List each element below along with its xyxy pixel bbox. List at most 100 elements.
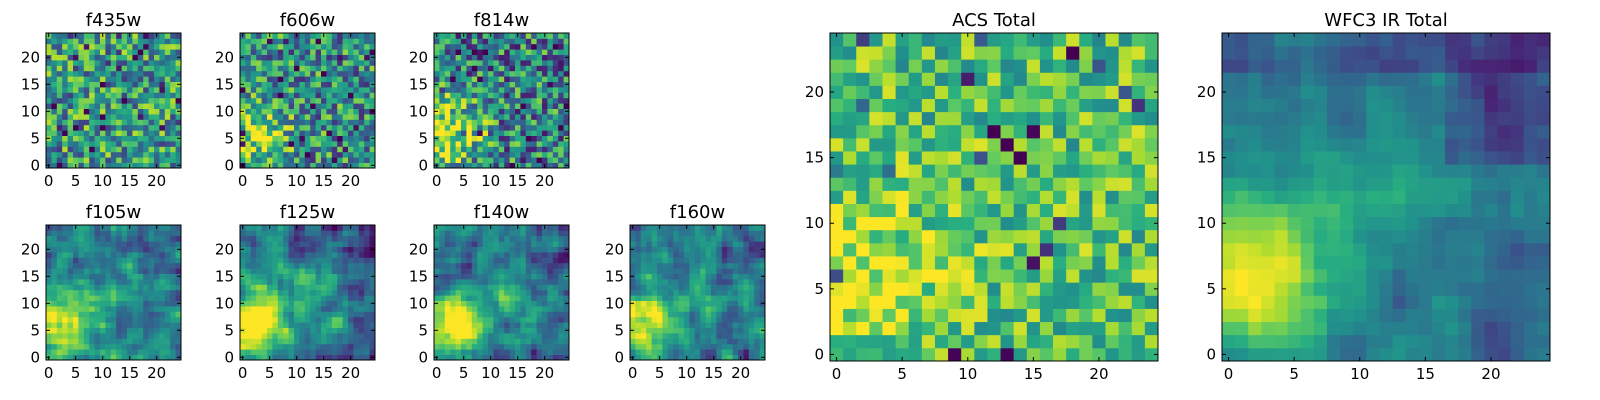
- heatmap-cell: [455, 230, 462, 237]
- heatmap-cell: [895, 308, 910, 323]
- heatmap-cell: [348, 279, 354, 285]
- heatmap-cell: [105, 343, 112, 350]
- heatmap-cell: [116, 316, 122, 323]
- heatmap-cell: [434, 235, 440, 242]
- heatmap-cell: [552, 322, 559, 328]
- heatmap-cell: [175, 130, 182, 136]
- heatmap-cell: [364, 241, 370, 247]
- heatmap-cell: [869, 321, 883, 336]
- heatmap-cell: [515, 76, 521, 82]
- heatmap-cell: [759, 322, 766, 328]
- heatmap-cell: [315, 354, 322, 361]
- y-tick-label: 5: [614, 321, 624, 339]
- heatmap-cell: [754, 230, 760, 237]
- heatmap-cell: [987, 203, 1001, 218]
- heatmap-cell: [272, 38, 279, 45]
- heatmap-cell: [869, 203, 883, 218]
- heatmap-cell: [62, 130, 68, 136]
- heatmap-cell: [716, 316, 723, 323]
- heatmap-cell: [450, 333, 456, 339]
- heatmap-cell: [56, 349, 63, 355]
- heatmap-cell: [705, 316, 712, 323]
- heatmap-cell: [105, 333, 112, 339]
- heatmap-cell: [754, 284, 760, 291]
- heatmap-cell: [164, 257, 171, 264]
- heatmap-cell: [455, 241, 462, 247]
- heatmap-cell: [869, 164, 883, 178]
- heatmap-cell: [542, 327, 548, 334]
- heatmap-cell: [83, 327, 90, 334]
- heatmap-cell: [51, 257, 58, 264]
- heatmap-cell: [245, 162, 252, 169]
- heatmap-cell: [315, 279, 322, 285]
- heatmap-cell: [482, 162, 489, 169]
- heatmap-cell: [56, 306, 63, 312]
- heatmap-cell: [175, 322, 182, 328]
- heatmap-cell: [294, 49, 300, 55]
- heatmap-cell: [520, 306, 527, 312]
- heatmap-cell: [908, 282, 923, 296]
- heatmap-cell: [154, 273, 160, 280]
- heatmap-cell: [288, 316, 295, 323]
- heatmap-cell: [294, 70, 300, 77]
- heatmap-cell: [127, 262, 133, 269]
- heatmap-cell: [67, 141, 74, 147]
- heatmap-cell: [154, 252, 160, 258]
- heatmap-cell: [520, 33, 527, 39]
- heatmap-cell: [525, 76, 532, 82]
- heatmap-cell: [288, 273, 295, 280]
- heatmap-cell: [67, 230, 74, 237]
- heatmap-cell: [455, 130, 462, 136]
- heatmap-cell: [961, 347, 975, 362]
- heatmap-cell: [547, 252, 554, 258]
- heatmap-cell: [536, 241, 543, 247]
- x-tick-label: 0: [238, 172, 248, 190]
- heatmap-cell: [657, 289, 663, 296]
- heatmap-cell: [504, 76, 510, 82]
- heatmap-cell: [94, 289, 101, 296]
- heatmap-cell: [348, 97, 354, 104]
- heatmap-cell: [563, 316, 570, 323]
- heatmap-cell: [56, 49, 63, 55]
- heatmap-cell: [646, 262, 652, 269]
- heatmap-cell: [493, 284, 500, 291]
- heatmap-cell: [364, 300, 370, 307]
- heatmap-cell: [455, 119, 462, 126]
- heatmap-cell: [321, 114, 327, 120]
- y-tick-label: 20: [215, 240, 234, 258]
- heatmap-cell: [310, 262, 316, 269]
- heatmap-cell: [547, 130, 554, 136]
- heatmap-cell: [261, 124, 268, 131]
- heatmap-cell: [272, 295, 279, 301]
- heatmap-cell: [547, 289, 554, 296]
- heatmap-cell: [488, 103, 494, 109]
- heatmap-cell: [100, 108, 106, 115]
- heatmap-cell: [83, 97, 90, 104]
- heatmap-cell: [148, 157, 155, 163]
- heatmap-cell: [444, 97, 451, 104]
- heatmap-cell: [315, 141, 322, 147]
- heatmap-cell: [143, 316, 149, 323]
- heatmap-cell: [127, 257, 133, 264]
- heatmap-cell: [358, 349, 365, 355]
- heatmap-cell: [558, 70, 564, 77]
- heatmap-cell: [353, 284, 360, 291]
- heatmap-cell: [294, 235, 300, 242]
- heatmap-cell: [673, 343, 679, 350]
- heatmap-cell: [105, 87, 112, 93]
- heatmap-cell: [56, 246, 63, 253]
- heatmap-cell: [170, 311, 176, 318]
- heatmap-cell: [83, 295, 90, 301]
- heatmap-cell: [466, 311, 473, 318]
- heatmap-cell: [132, 54, 139, 61]
- heatmap-cell: [830, 269, 844, 283]
- heatmap-cell: [651, 284, 658, 291]
- heatmap-cell: [267, 252, 273, 258]
- heatmap-cell: [694, 338, 701, 345]
- heatmap-cell: [272, 130, 279, 136]
- heatmap-cell: [170, 119, 176, 126]
- heatmap-cell: [444, 119, 451, 126]
- heatmap-cell: [1053, 164, 1067, 178]
- heatmap-cell: [73, 81, 79, 88]
- heatmap-cell: [657, 300, 663, 307]
